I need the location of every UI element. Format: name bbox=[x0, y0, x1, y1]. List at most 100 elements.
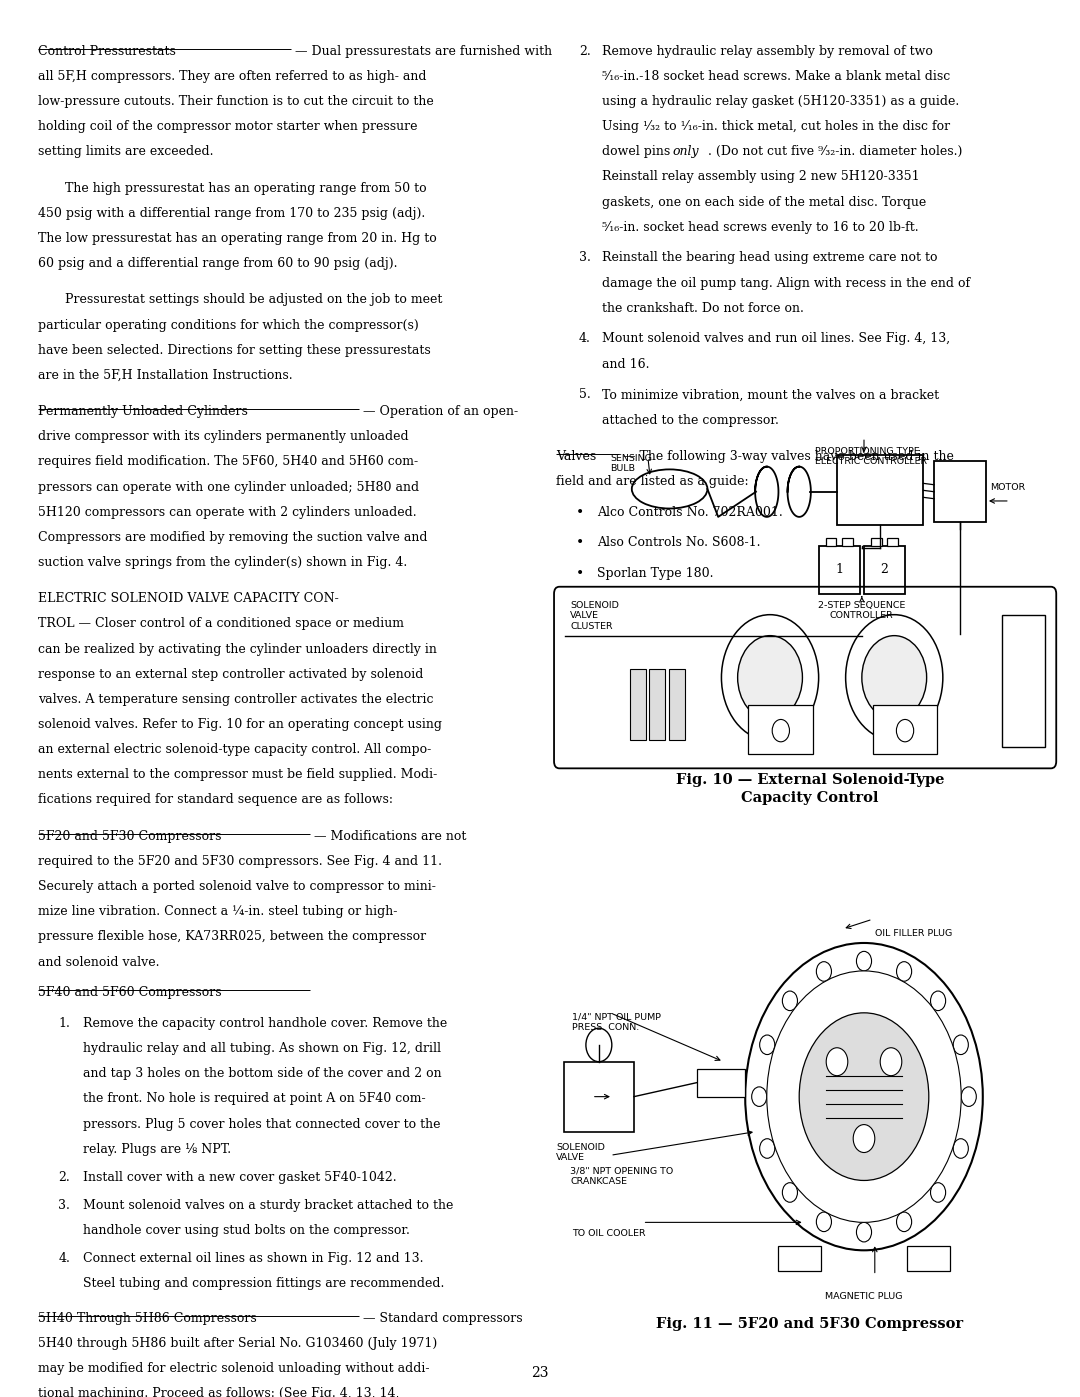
Text: using a hydraulic relay gasket (5H120-3351) as a guide.: using a hydraulic relay gasket (5H120-33… bbox=[602, 95, 959, 108]
Text: have been selected. Directions for setting these pressurestats: have been selected. Directions for setti… bbox=[38, 344, 431, 356]
Text: 1: 1 bbox=[835, 563, 843, 577]
Text: 3.: 3. bbox=[579, 251, 591, 264]
Text: drive compressor with its cylinders permanently unloaded: drive compressor with its cylinders perm… bbox=[38, 430, 408, 443]
Text: Sporlan Type 180.: Sporlan Type 180. bbox=[597, 567, 714, 580]
Bar bbox=[669, 669, 685, 740]
Circle shape bbox=[816, 1213, 832, 1232]
Text: setting limits are exceeded.: setting limits are exceeded. bbox=[38, 145, 214, 158]
Circle shape bbox=[826, 1048, 848, 1076]
Text: 2.: 2. bbox=[579, 45, 591, 57]
Text: damage the oil pump tang. Align with recess in the end of: damage the oil pump tang. Align with rec… bbox=[602, 277, 970, 289]
Text: SOLENOID
VALVE
CLUSTER: SOLENOID VALVE CLUSTER bbox=[570, 601, 619, 630]
Text: 60 psig and a differential range from 60 to 90 psig (adj).: 60 psig and a differential range from 60… bbox=[38, 257, 397, 270]
Circle shape bbox=[862, 636, 927, 719]
Text: SOLENOID
VALVE: SOLENOID VALVE bbox=[556, 1143, 605, 1162]
Text: 2-STEP SEQUENCE
CONTROLLER: 2-STEP SEQUENCE CONTROLLER bbox=[819, 601, 905, 620]
Circle shape bbox=[767, 971, 961, 1222]
Text: may be modified for electric solenoid unloading without addi-: may be modified for electric solenoid un… bbox=[38, 1362, 430, 1375]
Text: 4.: 4. bbox=[58, 1252, 70, 1264]
Circle shape bbox=[782, 990, 797, 1010]
Text: low-pressure cutouts. Their function is to cut the circuit to the: low-pressure cutouts. Their function is … bbox=[38, 95, 433, 108]
Text: Remove hydraulic relay assembly by removal of two: Remove hydraulic relay assembly by remov… bbox=[602, 45, 932, 57]
Circle shape bbox=[896, 961, 912, 981]
Text: 2: 2 bbox=[880, 563, 889, 577]
Text: Mount solenoid valves and run oil lines. See Fig. 4, 13,: Mount solenoid valves and run oil lines.… bbox=[602, 332, 949, 345]
Text: all 5F,H compressors. They are often referred to as high- and: all 5F,H compressors. They are often ref… bbox=[38, 70, 427, 82]
Text: relay. Plugs are ⅛ NPT.: relay. Plugs are ⅛ NPT. bbox=[83, 1143, 231, 1155]
Text: Remove the capacity control handhole cover. Remove the: Remove the capacity control handhole cov… bbox=[83, 1017, 447, 1030]
Bar bbox=[842, 538, 853, 546]
Circle shape bbox=[738, 636, 802, 719]
Bar bbox=[649, 669, 665, 740]
Text: — Dual pressurestats are furnished with: — Dual pressurestats are furnished with bbox=[291, 45, 552, 57]
Text: 5H120 compressors can operate with 2 cylinders unloaded.: 5H120 compressors can operate with 2 cyl… bbox=[38, 506, 417, 518]
Text: Permanently Unloaded Cylinders: Permanently Unloaded Cylinders bbox=[38, 405, 247, 418]
Text: 23: 23 bbox=[531, 1366, 549, 1380]
Bar bbox=[564, 1062, 634, 1132]
Circle shape bbox=[856, 951, 872, 971]
Text: Using ¹⁄₃₂ to ¹⁄₁₆-in. thick metal, cut holes in the disc for: Using ¹⁄₃₂ to ¹⁄₁₆-in. thick metal, cut … bbox=[602, 120, 949, 133]
Text: Pressurestat settings should be adjusted on the job to meet: Pressurestat settings should be adjusted… bbox=[65, 293, 442, 306]
Bar bbox=[907, 1246, 950, 1271]
Circle shape bbox=[931, 990, 946, 1010]
Text: ELECTRIC SOLENOID VALVE CAPACITY CON-: ELECTRIC SOLENOID VALVE CAPACITY CON- bbox=[38, 592, 338, 605]
Bar bbox=[934, 461, 986, 522]
Bar bbox=[819, 546, 860, 594]
Text: •: • bbox=[576, 536, 584, 550]
Text: are in the 5F,H Installation Instructions.: are in the 5F,H Installation Instruction… bbox=[38, 369, 293, 381]
Text: SENSING
BULB: SENSING BULB bbox=[610, 454, 652, 474]
Bar bbox=[697, 1069, 745, 1097]
Text: Fig. 11 — 5F20 and 5F30 Compressor: Fig. 11 — 5F20 and 5F30 Compressor bbox=[657, 1317, 963, 1331]
Text: pressure flexible hose, KA73RR025, between the compressor: pressure flexible hose, KA73RR025, betwe… bbox=[38, 930, 426, 943]
Circle shape bbox=[931, 1183, 946, 1203]
Text: can be realized by activating the cylinder unloaders directly in: can be realized by activating the cylind… bbox=[38, 643, 436, 655]
Text: 2.: 2. bbox=[58, 1171, 70, 1183]
Circle shape bbox=[759, 1035, 774, 1055]
Bar bbox=[778, 1246, 821, 1271]
Circle shape bbox=[961, 1087, 976, 1106]
Text: Control Pressurestats: Control Pressurestats bbox=[38, 45, 176, 57]
Circle shape bbox=[954, 1035, 969, 1055]
Text: MOTOR: MOTOR bbox=[990, 483, 1026, 492]
Text: Connect external oil lines as shown in Fig. 12 and 13.: Connect external oil lines as shown in F… bbox=[83, 1252, 423, 1264]
Bar bbox=[837, 455, 923, 525]
Text: tional machining. Proceed as follows: (See Fig. 4, 13, 14,: tional machining. Proceed as follows: (S… bbox=[38, 1387, 400, 1397]
Text: TO OIL COOLER: TO OIL COOLER bbox=[572, 1229, 646, 1238]
Text: and solenoid valve.: and solenoid valve. bbox=[38, 956, 160, 968]
Text: To minimize vibration, mount the valves on a bracket: To minimize vibration, mount the valves … bbox=[602, 388, 939, 401]
Bar bbox=[888, 538, 899, 546]
Bar bbox=[864, 546, 905, 594]
Text: TROL — Closer control of a conditioned space or medium: TROL — Closer control of a conditioned s… bbox=[38, 617, 404, 630]
Text: pressors can operate with one cylinder unloaded; 5H80 and: pressors can operate with one cylinder u… bbox=[38, 481, 419, 493]
Bar bbox=[1002, 615, 1045, 747]
Text: field and are listed as a guide:: field and are listed as a guide: bbox=[556, 475, 748, 488]
Text: the crankshaft. Do not force on.: the crankshaft. Do not force on. bbox=[602, 302, 804, 314]
Text: required to the 5F20 and 5F30 compressors. See Fig. 4 and 11.: required to the 5F20 and 5F30 compressor… bbox=[38, 855, 442, 868]
Text: — Modifications are not: — Modifications are not bbox=[310, 830, 467, 842]
Circle shape bbox=[853, 1125, 875, 1153]
Circle shape bbox=[782, 1183, 797, 1203]
Text: MAGNETIC PLUG: MAGNETIC PLUG bbox=[825, 1292, 903, 1301]
Text: Fig. 10 — External Solenoid-Type
Capacity Control: Fig. 10 — External Solenoid-Type Capacit… bbox=[676, 773, 944, 805]
Text: — Standard compressors: — Standard compressors bbox=[359, 1312, 523, 1324]
Text: and 16.: and 16. bbox=[602, 358, 649, 370]
Text: attached to the compressor.: attached to the compressor. bbox=[602, 414, 779, 426]
Text: gaskets, one on each side of the metal disc. Torque: gaskets, one on each side of the metal d… bbox=[602, 196, 926, 208]
Circle shape bbox=[745, 943, 983, 1250]
Text: 5.: 5. bbox=[579, 388, 591, 401]
Circle shape bbox=[759, 1139, 774, 1158]
Bar bbox=[873, 705, 937, 754]
Text: mize line vibration. Connect a ¼-in. steel tubing or high-: mize line vibration. Connect a ¼-in. ste… bbox=[38, 905, 397, 918]
Text: holding coil of the compressor motor starter when pressure: holding coil of the compressor motor sta… bbox=[38, 120, 417, 133]
Circle shape bbox=[799, 1013, 929, 1180]
Text: response to an external step controller activated by solenoid: response to an external step controller … bbox=[38, 668, 423, 680]
Text: particular operating conditions for which the compressor(s): particular operating conditions for whic… bbox=[38, 319, 419, 331]
Text: Install cover with a new cover gasket 5F40-1042.: Install cover with a new cover gasket 5F… bbox=[83, 1171, 396, 1183]
Text: Also Controls No. S608-1.: Also Controls No. S608-1. bbox=[597, 536, 760, 549]
Circle shape bbox=[585, 1028, 612, 1062]
Text: solenoid valves. Refer to Fig. 10 for an operating concept using: solenoid valves. Refer to Fig. 10 for an… bbox=[38, 718, 442, 731]
Circle shape bbox=[752, 1087, 767, 1106]
Text: pressors. Plug 5 cover holes that connected cover to the: pressors. Plug 5 cover holes that connec… bbox=[83, 1118, 441, 1130]
Text: 3.: 3. bbox=[58, 1199, 70, 1211]
Text: The high pressurestat has an operating range from 50 to: The high pressurestat has an operating r… bbox=[65, 182, 427, 194]
